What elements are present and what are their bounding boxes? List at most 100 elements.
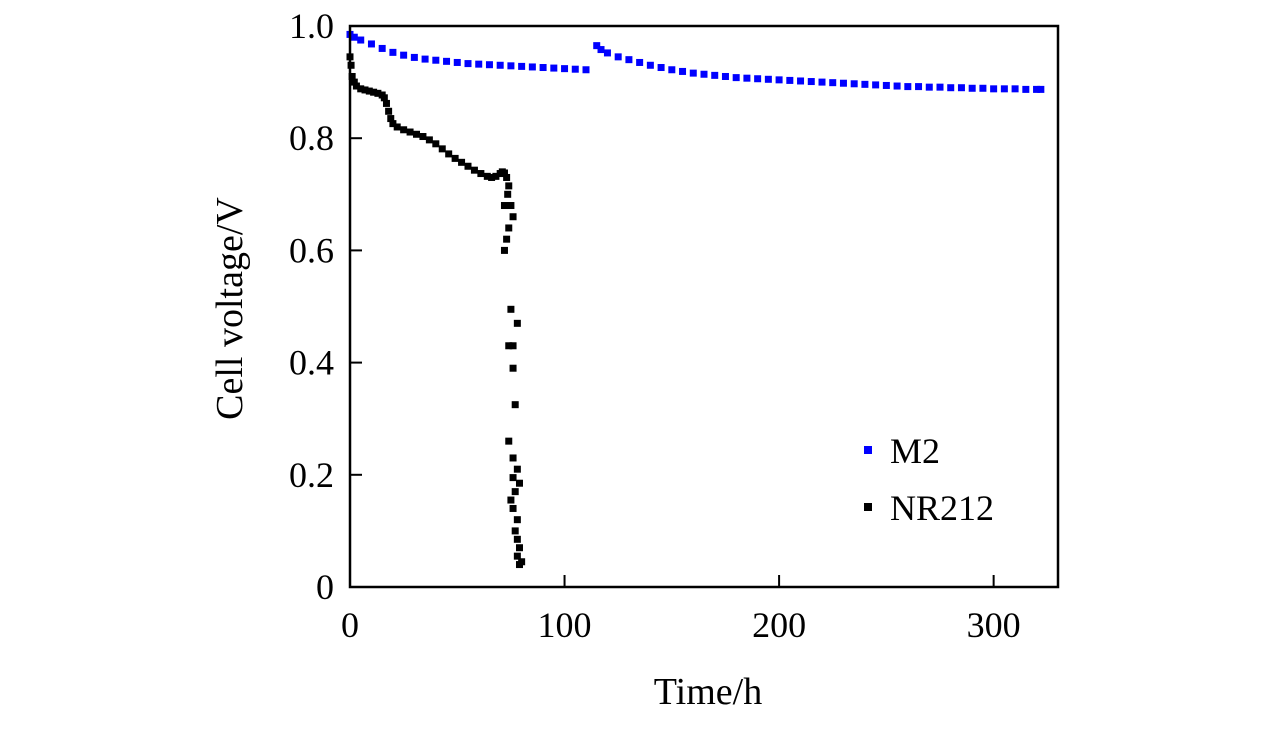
- data-point-m2: [400, 51, 408, 59]
- data-point-nr212: [492, 172, 500, 180]
- data-point-m2: [754, 75, 762, 83]
- data-point-nr212: [393, 123, 401, 131]
- data-point-nr212: [505, 224, 513, 232]
- data-point-nr212: [361, 86, 369, 94]
- data-point-nr212: [451, 154, 459, 162]
- series-m2: [346, 30, 1045, 93]
- data-point-m2: [904, 83, 912, 91]
- data-point-nr212: [419, 133, 427, 141]
- data-point-m2: [597, 46, 605, 54]
- legend-label-nr212: NR212: [890, 488, 994, 528]
- data-point-nr212: [380, 94, 388, 102]
- data-point-nr212: [374, 89, 382, 97]
- legend-marker-m2: [864, 446, 872, 454]
- data-point-nr212: [515, 561, 523, 569]
- data-point-nr212: [470, 166, 478, 174]
- data-point-m2: [957, 84, 965, 92]
- data-point-m2: [646, 61, 654, 69]
- data-point-m2: [357, 36, 365, 44]
- data-point-m2: [721, 72, 729, 80]
- data-point-nr212: [503, 235, 511, 243]
- x-tick-label: 0: [341, 605, 359, 645]
- data-point-m2: [968, 84, 976, 92]
- data-point-m2: [775, 76, 783, 84]
- y-tick-label: 0.6: [289, 230, 334, 270]
- data-point-m2: [861, 80, 869, 88]
- data-point-nr212: [445, 150, 453, 158]
- data-point-nr212: [513, 465, 521, 473]
- data-point-nr212: [509, 454, 517, 462]
- y-tick-label: 0: [316, 567, 334, 607]
- data-point-m2: [1022, 85, 1030, 93]
- data-point-m2: [1000, 85, 1008, 93]
- data-point-m2: [818, 78, 826, 86]
- data-point-nr212: [509, 213, 517, 221]
- data-point-m2: [571, 65, 579, 73]
- data-point-nr212: [348, 72, 356, 80]
- data-point-nr212: [389, 120, 397, 128]
- data-point-nr212: [509, 504, 517, 512]
- data-point-m2: [689, 69, 697, 77]
- data-point-nr212: [483, 172, 491, 180]
- data-point-nr212: [365, 87, 373, 95]
- data-point-nr212: [385, 107, 393, 115]
- y-tick-label: 1.0: [289, 6, 334, 46]
- y-tick-label: 0.8: [289, 118, 334, 158]
- data-point-nr212: [511, 488, 519, 496]
- y-tick-label: 0.2: [289, 455, 334, 495]
- data-point-nr212: [509, 474, 517, 482]
- data-point-nr212: [382, 99, 390, 107]
- data-point-m2: [839, 79, 847, 87]
- data-point-nr212: [500, 202, 508, 210]
- data-point-m2: [410, 53, 418, 61]
- data-point-m2: [518, 62, 526, 70]
- y-axis-title: Cell voltage/V: [209, 197, 251, 420]
- data-point-nr212: [513, 535, 521, 543]
- data-point-m2: [464, 60, 472, 68]
- ticks-layer: 0 100 200 300 0 0.2 0.4 0.6 0.8 1.0: [289, 6, 1021, 645]
- x-tick-label: 300: [967, 605, 1021, 645]
- data-point-m2: [764, 75, 772, 83]
- data-point-m2: [378, 44, 386, 52]
- data-point-m2: [893, 82, 901, 90]
- data-point-m2: [539, 64, 547, 72]
- data-point-m2: [593, 42, 601, 50]
- data-point-m2: [453, 58, 461, 66]
- data-point-nr212: [357, 85, 365, 93]
- data-point-m2: [367, 40, 375, 48]
- data-point-nr212: [500, 169, 508, 177]
- points-layer: [346, 30, 1045, 569]
- x-tick-label: 200: [752, 605, 806, 645]
- data-point-m2: [786, 76, 794, 84]
- data-point-nr212: [509, 342, 517, 350]
- data-point-m2: [561, 65, 569, 73]
- data-point-m2: [732, 74, 740, 82]
- data-point-nr212: [513, 319, 521, 327]
- data-point-m2: [936, 83, 944, 91]
- data-point-nr212: [515, 479, 523, 487]
- data-point-m2: [743, 74, 751, 82]
- legend: M2 NR212: [864, 431, 994, 528]
- data-point-m2: [389, 48, 397, 56]
- x-tick-label: 100: [538, 605, 592, 645]
- data-point-m2: [485, 61, 493, 69]
- data-point-nr212: [513, 552, 521, 560]
- data-point-m2: [507, 62, 515, 70]
- data-point-m2: [668, 66, 676, 74]
- data-point-m2: [850, 80, 858, 88]
- data-point-m2: [700, 70, 708, 78]
- data-point-m2: [496, 61, 504, 69]
- data-point-m2: [797, 77, 805, 85]
- data-point-m2: [679, 67, 687, 75]
- data-point-nr212: [511, 401, 519, 409]
- data-point-nr212: [509, 364, 517, 372]
- data-point-nr212: [350, 78, 358, 86]
- x-axis-title: Time/h: [654, 671, 762, 713]
- data-point-nr212: [511, 527, 519, 535]
- data-point-m2: [1037, 85, 1045, 93]
- data-point-nr212: [504, 190, 512, 198]
- data-point-nr212: [458, 158, 466, 166]
- data-point-nr212: [413, 130, 421, 138]
- data-point-nr212: [406, 128, 414, 136]
